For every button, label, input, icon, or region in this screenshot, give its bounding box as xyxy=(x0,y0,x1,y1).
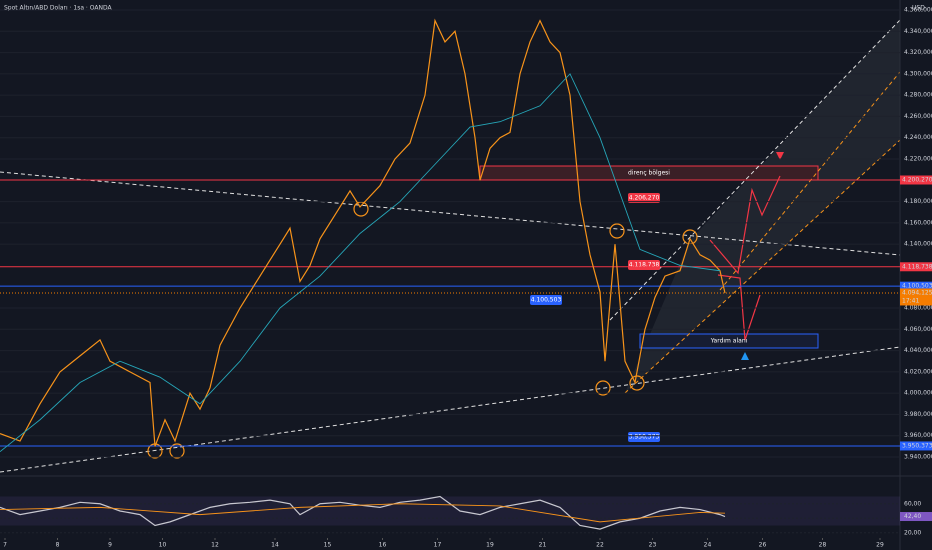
y-tick-label: 4.280,000 xyxy=(904,92,932,99)
x-tick-label: 19 xyxy=(486,542,494,549)
y-tick-label: 4.080,000 xyxy=(904,305,932,312)
y-tick-label: 4.000,000 xyxy=(904,390,932,397)
pivot-circle xyxy=(169,443,185,459)
value-tag xyxy=(900,512,932,522)
last-price-tag xyxy=(900,288,932,306)
x-tick-label: 22 xyxy=(596,542,604,549)
series-line xyxy=(0,73,721,453)
level-tag xyxy=(900,175,932,185)
level-label: 4.100,503 xyxy=(902,283,932,290)
down-arrow xyxy=(776,152,784,160)
trend-line xyxy=(0,346,901,473)
channel xyxy=(625,20,900,393)
zone-label: direnç bölgesi xyxy=(628,170,670,177)
price-label: 3.950,373 xyxy=(629,434,660,441)
y-tick-label: 4.260,000 xyxy=(904,113,932,120)
value-label: 42,40 xyxy=(904,513,921,520)
label-box xyxy=(628,193,660,203)
trend-line xyxy=(0,171,901,256)
level-tag xyxy=(900,441,932,451)
rsi-band xyxy=(0,496,900,526)
zone-label: Yardım alanı xyxy=(710,338,748,345)
level-label: 4.118,738 xyxy=(902,263,932,270)
y-tick-label: 4.320,000 xyxy=(904,49,932,56)
x-tick-label: 8 xyxy=(56,542,60,549)
price-label: 4.100,503 xyxy=(531,297,562,304)
label-box xyxy=(530,295,562,305)
label-box xyxy=(628,432,660,442)
countdown: 17:41 xyxy=(902,297,919,304)
x-tick-label: 17 xyxy=(434,542,442,549)
pivot-circle xyxy=(609,223,625,239)
x-tick-label: 9 xyxy=(108,542,112,549)
level-label: 3.950,373 xyxy=(902,442,932,449)
x-tick-label: 12 xyxy=(211,542,219,549)
channel-line xyxy=(624,139,901,394)
y-tick-label: 4.300,000 xyxy=(904,70,932,77)
y-tick-label: 3.980,000 xyxy=(904,411,932,418)
last-price-label: 4.094,125 xyxy=(902,289,932,296)
channel-line xyxy=(719,71,901,291)
label-box xyxy=(628,260,660,270)
y-tick-label: 3.940,000 xyxy=(904,454,932,461)
price-label: 4.206,270 xyxy=(629,195,660,202)
x-tick-label: 26 xyxy=(759,542,767,549)
y-tick-label: 20,00 xyxy=(904,529,921,536)
y-tick-label: 60,00 xyxy=(904,500,921,507)
level-label: 4.200,270 xyxy=(902,176,932,183)
projection-arrow xyxy=(717,274,761,341)
y-tick-label: 4.340,000 xyxy=(904,28,932,35)
y-tick-label: 4.360,000 xyxy=(904,7,932,14)
pivot-circle xyxy=(629,375,645,391)
x-tick-label: 10 xyxy=(159,542,167,549)
x-tick-label: 24 xyxy=(704,542,712,549)
level-tag xyxy=(900,262,932,272)
price-label: 4.118,738 xyxy=(629,262,660,269)
level-tag xyxy=(900,281,932,291)
pivot-circle xyxy=(595,380,611,396)
y-tick-label: 4.060,000 xyxy=(904,326,932,333)
series-line xyxy=(0,503,726,523)
y-tick-label: 4.180,000 xyxy=(904,198,932,205)
x-tick-label: 14 xyxy=(271,542,279,549)
y-tick-label: 4.020,000 xyxy=(904,368,932,375)
support-zone xyxy=(639,333,819,349)
x-tick-label: 21 xyxy=(539,542,547,549)
x-tick-label: 29 xyxy=(876,542,884,549)
series-line xyxy=(0,18,726,447)
x-tick-label: 28 xyxy=(819,542,827,549)
y-tick-label: 4.240,000 xyxy=(904,134,932,141)
chart-title: Spot Altın/ABD Doları · 1sa · OANDA xyxy=(4,5,112,12)
x-tick-label: 7 xyxy=(3,542,7,549)
up-arrow xyxy=(741,352,749,360)
x-tick-label: 15 xyxy=(324,542,332,549)
y-tick-label: 3.960,000 xyxy=(904,432,932,439)
y-tick-label: 4.040,000 xyxy=(904,347,932,354)
y-tick-label: 4.140,000 xyxy=(904,241,932,248)
x-tick-label: 23 xyxy=(649,542,657,549)
currency: USD xyxy=(912,5,925,12)
y-tick-label: 4.220,000 xyxy=(904,156,932,163)
x-tick-label: 16 xyxy=(379,542,387,549)
y-tick-label: 4.160,000 xyxy=(904,219,932,226)
